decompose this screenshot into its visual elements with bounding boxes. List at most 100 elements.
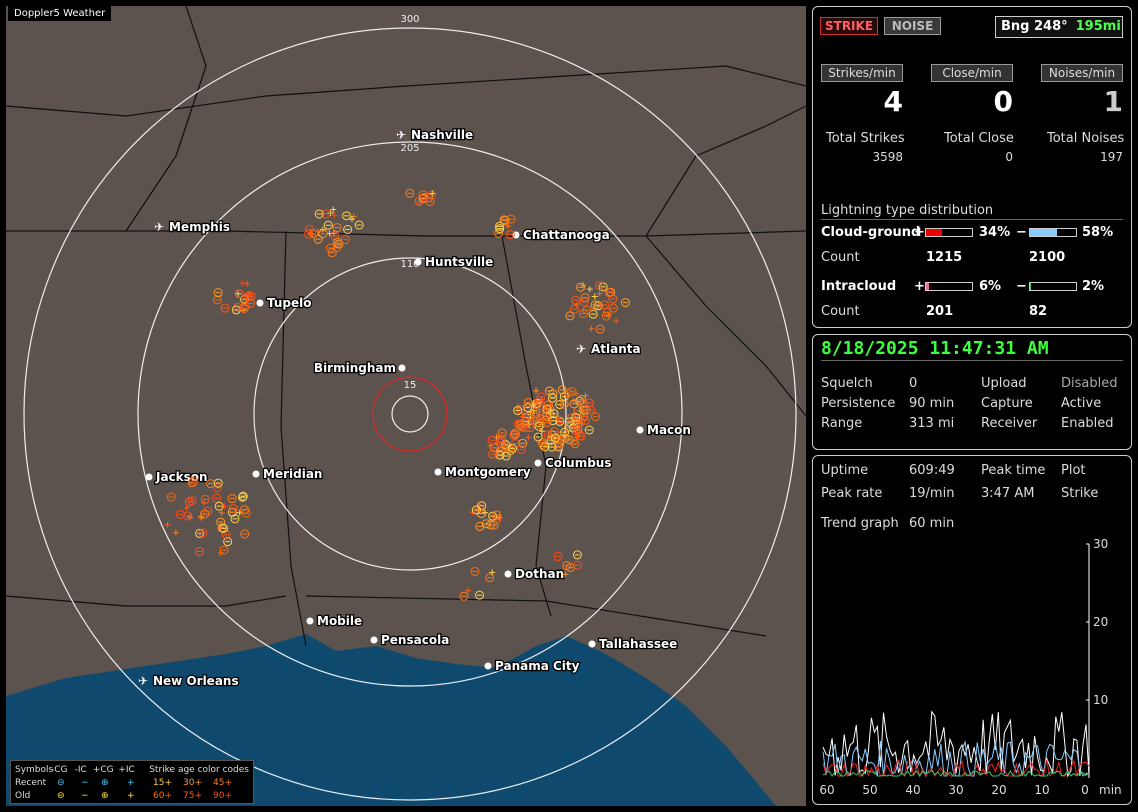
- strike-marker: [568, 423, 578, 433]
- strike-marker: [496, 437, 506, 447]
- cg-positive-count: 1215: [926, 250, 963, 265]
- ic-count-label: Count: [821, 304, 860, 319]
- noise-button[interactable]: NOISE: [884, 17, 941, 35]
- legend-age-60: 60+: [153, 790, 172, 801]
- bearing-readout: Bng 248° 195mi: [995, 16, 1123, 38]
- strike-marker: [354, 220, 364, 230]
- ic-negative-fill: [1030, 283, 1031, 290]
- plot-value[interactable]: Strike: [1061, 486, 1099, 501]
- strike-marker: [470, 566, 480, 576]
- state-line: [645, 105, 806, 237]
- distribution-divider: [821, 219, 1123, 220]
- trend-line: [822, 770, 1090, 777]
- strike-marker: [532, 398, 542, 408]
- ic-positive-pct: 6%: [979, 279, 1002, 294]
- cg-positive-fill: [926, 229, 942, 236]
- strike-marker: [543, 430, 553, 440]
- strike-marker: [200, 494, 210, 504]
- noises-per-min-button[interactable]: Noises/min: [1041, 64, 1123, 82]
- bearing-value: Bng 248°: [1001, 19, 1068, 34]
- strike-marker: [576, 282, 586, 292]
- strike-marker: [321, 209, 331, 219]
- strike-marker: [516, 444, 526, 454]
- range-ring: [23, 27, 797, 801]
- city-label: Macon: [647, 423, 691, 437]
- legend-old-label: Old: [15, 790, 31, 801]
- old-pos-ic-icon: +: [127, 790, 135, 801]
- strike-marker: [584, 425, 594, 435]
- strike-marker: [505, 230, 515, 240]
- city-label: Jackson: [155, 470, 208, 484]
- city-label: Nashville: [411, 128, 473, 142]
- strike-marker: [475, 521, 485, 531]
- strike-marker: [200, 509, 210, 519]
- strike-marker: [540, 442, 550, 452]
- strike-marker: [560, 427, 570, 437]
- city-dot: [434, 468, 442, 476]
- peak-time-value: 3:47 AM: [981, 486, 1035, 501]
- strike-marker: [497, 434, 507, 444]
- city-label: New Orleans: [153, 674, 239, 688]
- strike-marker: [530, 407, 540, 417]
- capture-value: Active: [1061, 396, 1102, 411]
- squelch-label: Squelch: [821, 376, 873, 391]
- strike-marker: [203, 506, 213, 516]
- ic-positive-bar: [925, 282, 973, 291]
- strike-marker: [405, 188, 415, 198]
- recent-pos-ic-icon: +: [127, 777, 135, 788]
- legend-age-15: 15+: [153, 777, 172, 788]
- total-strikes-value: 3598: [872, 150, 903, 164]
- state-line: [6, 230, 806, 237]
- strike-marker: [213, 478, 223, 488]
- legend-age-45: 45+: [213, 777, 232, 788]
- strike-marker: [595, 324, 605, 334]
- total-noises-label: Total Noises: [1047, 131, 1125, 146]
- strike-marker: [497, 428, 507, 438]
- persistence-value: 90 min: [909, 396, 955, 411]
- city-dot: [414, 258, 422, 266]
- strike-marker: [220, 303, 230, 313]
- strike-marker: [533, 432, 543, 442]
- strike-marker: [238, 492, 248, 502]
- state-line: [305, 595, 767, 637]
- total-close-label: Total Close: [944, 131, 1014, 146]
- close-per-min-button[interactable]: Close/min: [931, 64, 1013, 82]
- strikes-per-min-button[interactable]: Strikes/min: [821, 64, 903, 82]
- strike-marker: [212, 483, 222, 493]
- x-tick-label: 0: [1081, 783, 1089, 797]
- strike-marker: [547, 393, 557, 403]
- legend-header-neg-cg: -CG: [51, 764, 68, 775]
- strike-button[interactable]: STRIKE: [820, 17, 878, 35]
- strike-marker: [620, 298, 630, 308]
- recent-pos-cg-icon: ⊕: [101, 777, 109, 788]
- strike-marker: [330, 231, 340, 241]
- legend-age-75: 75+: [183, 790, 202, 801]
- strike-marker: [175, 509, 185, 519]
- legend-symbols-label: Symbols: [15, 764, 54, 775]
- close-per-min-value: 0: [993, 85, 1013, 118]
- strike-marker: [223, 537, 233, 547]
- trend-graph-label: Trend graph: [821, 516, 899, 531]
- strike-marker: [501, 451, 511, 461]
- city-label: Dothan: [515, 567, 564, 581]
- cg-count-label: Count: [821, 250, 860, 265]
- strike-marker: [600, 300, 610, 310]
- squelch-value: 0: [909, 376, 918, 391]
- strike-marker: [245, 298, 255, 308]
- strike-marker: [569, 399, 579, 409]
- ic-negative-bar: [1029, 282, 1077, 291]
- strike-marker: [212, 295, 222, 305]
- city-label: Tallahassee: [599, 637, 677, 651]
- strike-marker: [500, 216, 510, 226]
- x-tick-label: 50: [862, 783, 877, 797]
- strike-marker: [550, 433, 560, 443]
- strike-marker: [475, 590, 485, 600]
- strike-marker: [459, 591, 469, 601]
- lightning-map[interactable]: 300 205 110 15 ✈ Nashville ✈ Memphis Chattanooga…: [6, 6, 806, 806]
- strike-marker: [549, 409, 559, 419]
- map-canvas: 300 205 110 15 ✈ Nashville ✈ Memphis Chattanooga…: [6, 6, 806, 806]
- city-dot: [484, 662, 492, 670]
- strike-marker: [187, 478, 197, 488]
- city-label: Montgomery: [445, 465, 531, 479]
- cg-positive-bar: [925, 228, 973, 237]
